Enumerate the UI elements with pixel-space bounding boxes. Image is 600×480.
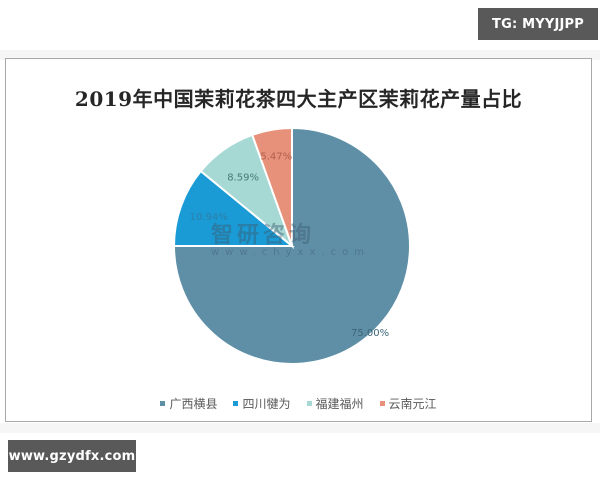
chart-frame: 2019年中国茉莉花茶四大主产区茉莉花产量占比 75.00% 10.94% 8.59… <box>5 58 592 422</box>
pie-slice <box>172 126 411 365</box>
pie-chart: 75.00% 10.94% 8.59%5.47% <box>172 126 411 365</box>
chart-legend: 广西横县 四川犍为 福建福州 云南元江 <box>6 395 591 412</box>
legend-swatch-icon <box>379 401 385 406</box>
legend-item: 福建福州 <box>306 395 364 412</box>
legend-label: 广西横县 <box>169 397 218 411</box>
legend-item: 四川犍为 <box>233 395 291 412</box>
slice-label: 10.94% <box>190 212 228 223</box>
legend-item: 云南元江 <box>379 395 437 412</box>
top-band <box>0 50 600 60</box>
legend-swatch-icon <box>233 401 239 406</box>
chart-title: 2019年中国茉莉花茶四大主产区茉莉花产量占比 <box>74 87 523 111</box>
pie-slice <box>250 126 293 247</box>
slice-label: 75.00% <box>351 328 389 339</box>
legend-label: 福建福州 <box>315 397 364 411</box>
slice-label: 8.59% <box>227 173 259 184</box>
legend-item: 广西横县 <box>160 395 217 412</box>
legend-label: 四川犍为 <box>242 397 291 411</box>
bottom-band <box>0 423 600 433</box>
pie-slice <box>172 169 295 247</box>
slice-label: 5.47% <box>260 151 292 162</box>
legend-swatch-icon <box>160 401 166 406</box>
website-badge: www.gzydfx.com <box>8 440 136 472</box>
legend-label: 云南元江 <box>388 397 437 411</box>
legend-swatch-icon <box>306 401 312 406</box>
tg-badge: TG: MYYJJPP <box>478 8 598 40</box>
